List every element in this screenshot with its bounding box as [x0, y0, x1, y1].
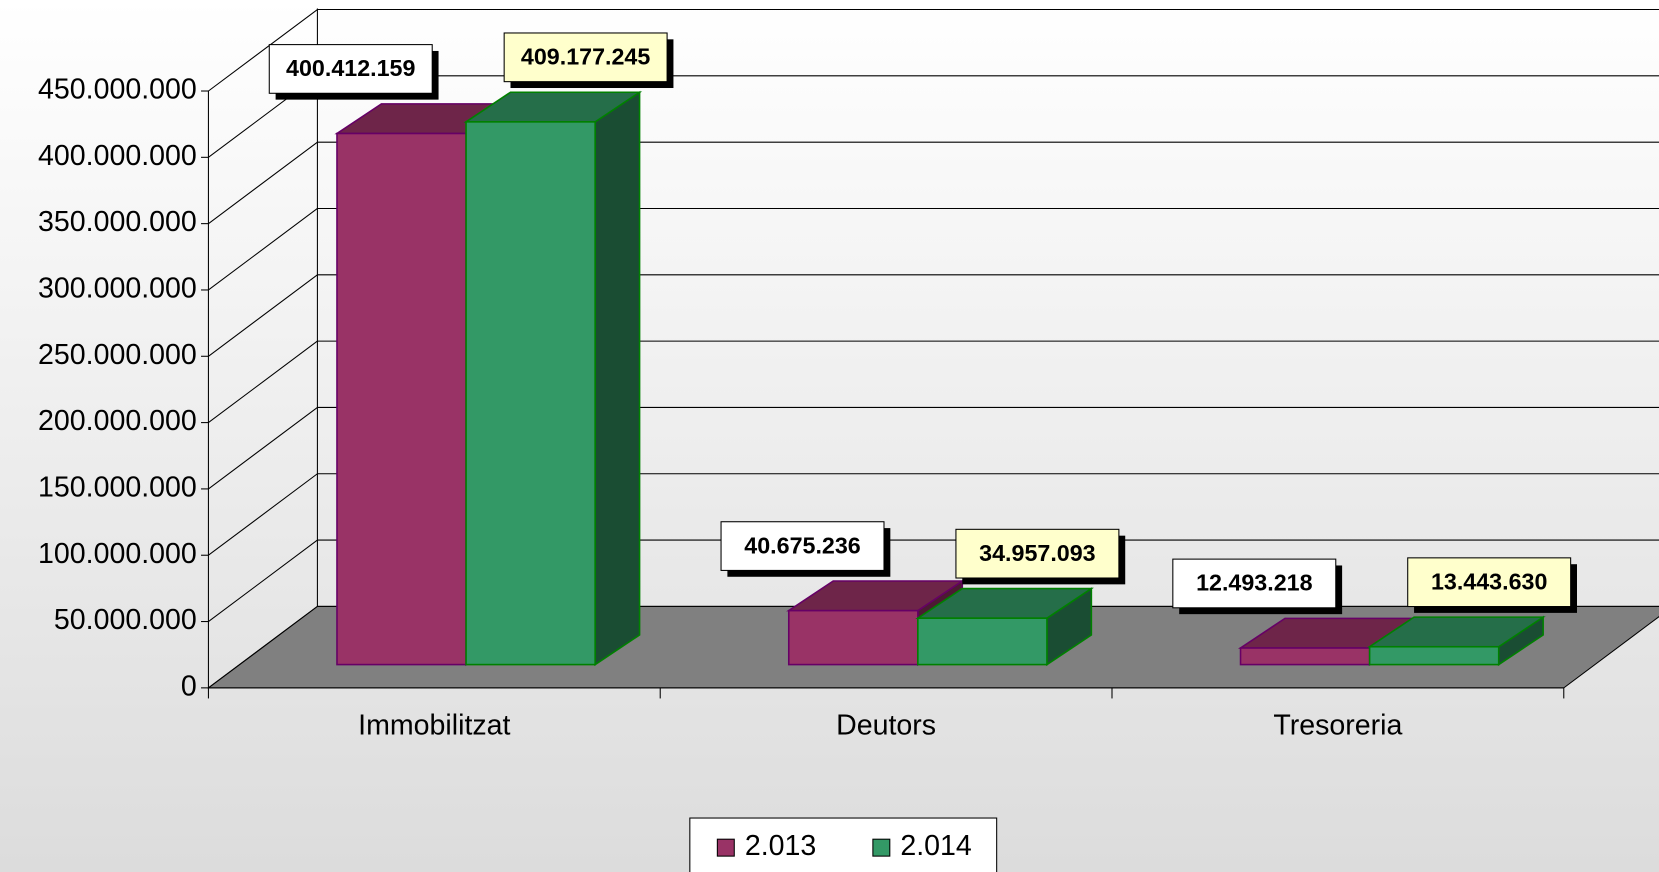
bar-front	[787, 609, 919, 666]
data-label-group: 34.957.093	[955, 528, 1126, 585]
data-label-group: 13.443.630	[1407, 557, 1578, 613]
bar	[1367, 615, 1546, 667]
data-label-box	[503, 32, 668, 83]
y-tick-label: 0	[181, 670, 197, 702]
y-tick-label: 300.000.000	[38, 273, 197, 305]
bar-front	[1239, 647, 1371, 666]
grid-line	[208, 605, 318, 689]
y-tick-label: 200.000.000	[38, 405, 197, 437]
grid-line	[208, 208, 318, 291]
bar-front	[465, 121, 596, 666]
y-tick-label: 50.000.000	[54, 604, 197, 636]
bar	[463, 90, 643, 667]
data-label-box	[1407, 557, 1572, 608]
grid-line	[208, 340, 318, 424]
y-tick-label: 450.000.000	[38, 74, 197, 106]
y-tick-label: 350.000.000	[38, 206, 197, 238]
legend-swatch	[872, 838, 891, 857]
grid-line	[208, 274, 318, 357]
data-label-group: 409.177.245	[503, 32, 674, 89]
data-label: 409.177.245	[521, 44, 650, 70]
data-label: 40.675.236	[744, 532, 860, 558]
data-label-box	[268, 44, 433, 94]
grid-line	[208, 141, 318, 225]
grid-line	[208, 473, 318, 556]
x-tick-label: Deutors	[836, 710, 936, 742]
grid-line	[208, 9, 318, 92]
grid-line	[208, 407, 318, 490]
data-label: 400.412.159	[286, 55, 415, 81]
data-label-box	[955, 528, 1120, 579]
data-label-group: 400.412.159	[268, 44, 439, 100]
legend-swatch	[716, 838, 735, 857]
legend-label: 2.013	[745, 830, 816, 862]
x-tick-label: Immobilitzat	[358, 710, 510, 742]
y-tick-label: 100.000.000	[38, 538, 197, 570]
bar-front	[917, 617, 1048, 666]
bar	[915, 587, 1094, 667]
bar-side	[594, 90, 641, 667]
legend-label: 2.014	[900, 830, 972, 862]
bar-front	[336, 132, 467, 666]
bar-front	[1368, 645, 1500, 666]
y-tick-label: 250.000.000	[38, 339, 197, 371]
y-tick-label: 150.000.000	[38, 471, 197, 503]
data-label: 12.493.218	[1196, 570, 1312, 596]
data-label: 13.443.630	[1431, 568, 1547, 594]
data-label: 34.957.093	[979, 540, 1095, 566]
data-label-group: 40.675.236	[720, 521, 891, 577]
data-label-box	[1172, 558, 1337, 609]
y-tick-label: 400.000.000	[38, 140, 197, 172]
x-tick-label: Tresoreria	[1273, 710, 1402, 742]
data-label-box	[720, 521, 885, 571]
legend	[689, 817, 998, 872]
data-label-group: 12.493.218	[1172, 558, 1343, 615]
grid-line	[208, 539, 318, 622]
